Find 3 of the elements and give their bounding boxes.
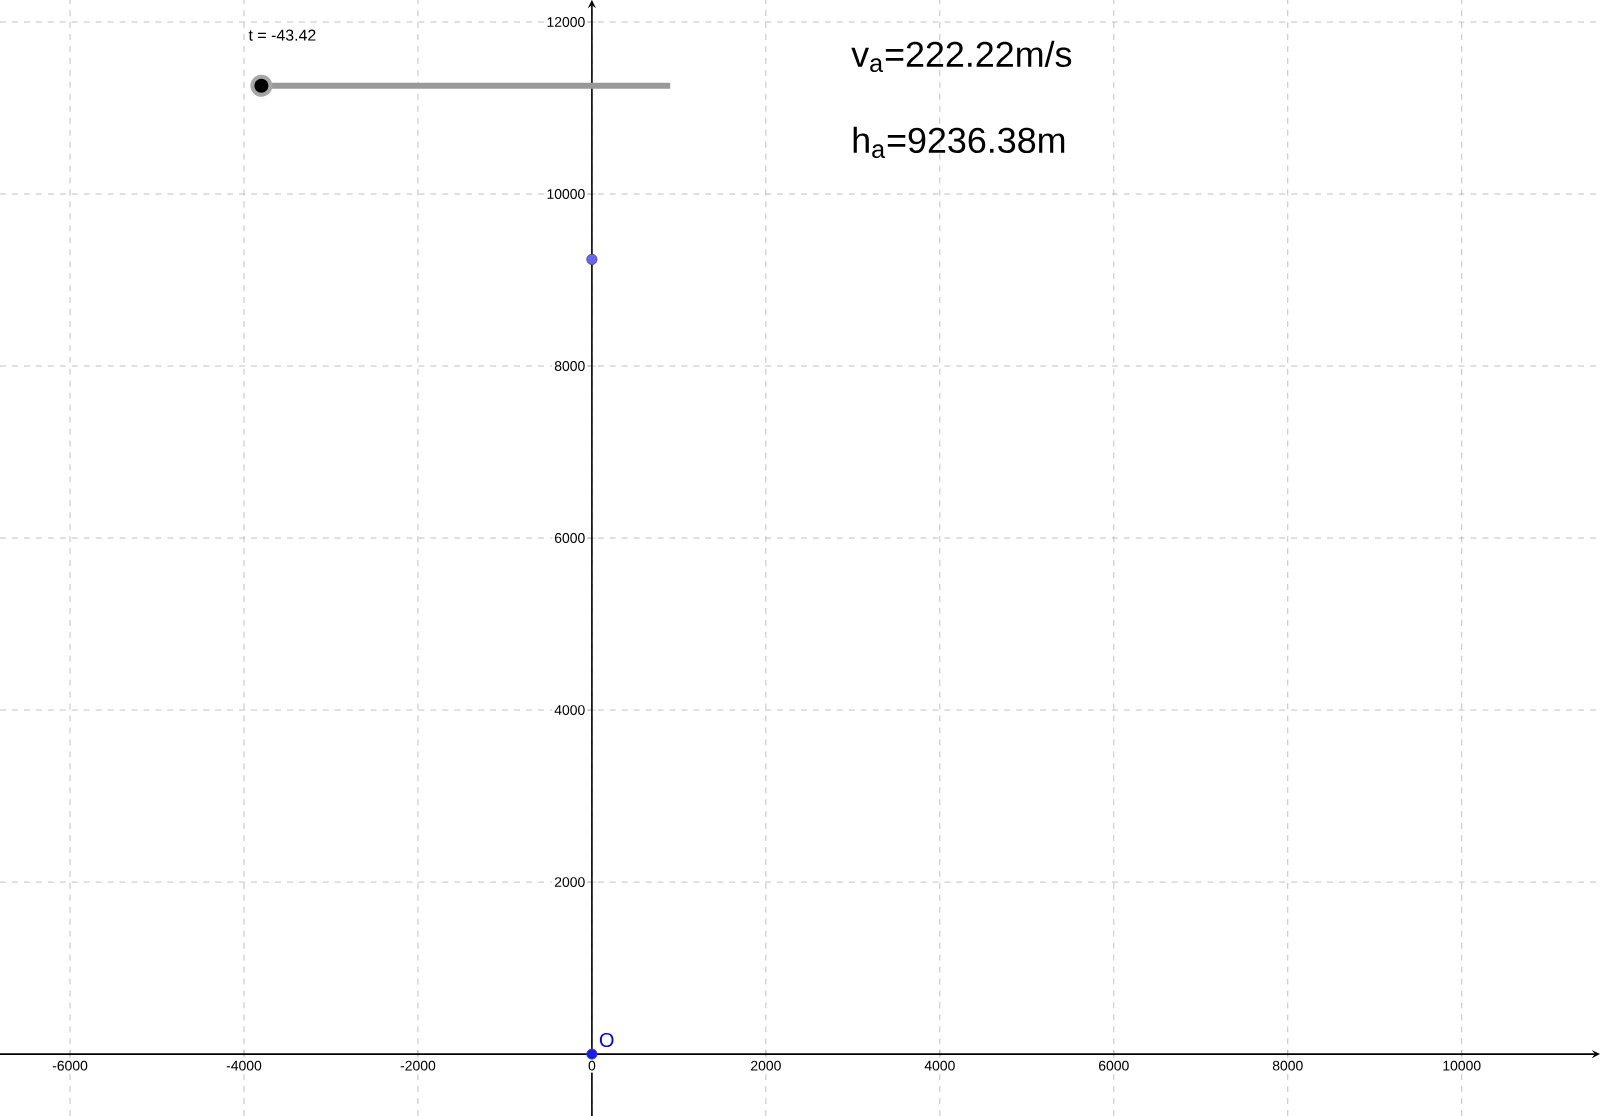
annotation: O <box>599 1032 614 1048</box>
annotation: h$_{a}$=9236.38m <box>853 126 1065 159</box>
annotation: v$_{a}$=222.22m/s <box>851 40 1072 73</box>
